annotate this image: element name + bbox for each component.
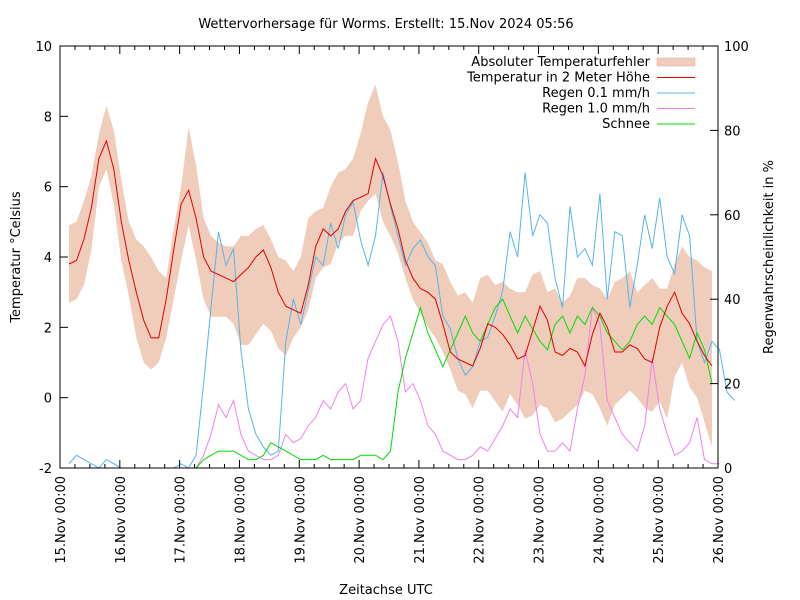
y-tick-label: 2 (44, 321, 52, 336)
y2-tick-label: 20 (724, 378, 741, 393)
legend-label: Temperatur in 2 Meter Höhe (466, 71, 650, 86)
x-tick-label: 19.Nov 00:00 (293, 476, 308, 564)
chart-title: Wettervorhersage für Worms. Erstellt: 15… (198, 17, 573, 32)
y-tick-label: 10 (35, 40, 52, 55)
legend-label: Regen 1.0 mm/h (542, 102, 650, 117)
temperature-error-band-layer (69, 84, 712, 447)
series-line-temperatur-in-2-meter-h-he (68, 139, 713, 368)
x-tick-label: 16.Nov 00:00 (114, 476, 129, 564)
legend-label: Absoluter Temperaturfehler (471, 55, 650, 70)
x-tick-label: 26.Nov 00:00 (712, 476, 727, 564)
y2-tick-label: 100 (724, 40, 749, 55)
y-tick-label: 6 (44, 181, 52, 196)
y2-axis-label: Regenwahrscheinlichkeit in % (762, 160, 777, 354)
y2-tick-label: 40 (724, 293, 741, 308)
x-tick-label: 15.Nov 00:00 (54, 476, 69, 564)
legend-swatch (656, 57, 696, 67)
x-tick-label: 25.Nov 00:00 (652, 476, 667, 564)
y-tick-label: 8 (44, 110, 52, 125)
x-axis-label: Zeitachse UTC (339, 583, 433, 598)
y-axis-label: Temperatur °Celsius (9, 191, 24, 324)
x-tick-label: 18.Nov 00:00 (233, 476, 248, 564)
y-tick-label: -2 (39, 462, 52, 477)
y-tick-label: 4 (44, 251, 52, 266)
x-tick-label: 22.Nov 00:00 (473, 476, 488, 564)
x-tick-label: 17.Nov 00:00 (174, 476, 189, 564)
x-tick-label: 21.Nov 00:00 (413, 476, 428, 564)
legend-label: Schnee (602, 117, 650, 132)
legend-label: Regen 0.1 mm/h (542, 86, 650, 101)
x-tick-label: 23.Nov 00:00 (533, 476, 548, 564)
y2-tick-label: 0 (724, 462, 732, 477)
x-tick-label: 24.Nov 00:00 (592, 476, 607, 564)
y2-tick-label: 60 (724, 209, 741, 224)
x-tick-label: 20.Nov 00:00 (353, 476, 368, 564)
series-band-absoluter-temperaturfehler (69, 84, 712, 447)
axis-ticks-layer: 15.Nov 00:00 16.Nov 00:00 17.Nov 00:00 18.N… (35, 40, 748, 564)
y-tick-label: 0 (44, 392, 52, 407)
y2-tick-label: 80 (724, 124, 741, 139)
